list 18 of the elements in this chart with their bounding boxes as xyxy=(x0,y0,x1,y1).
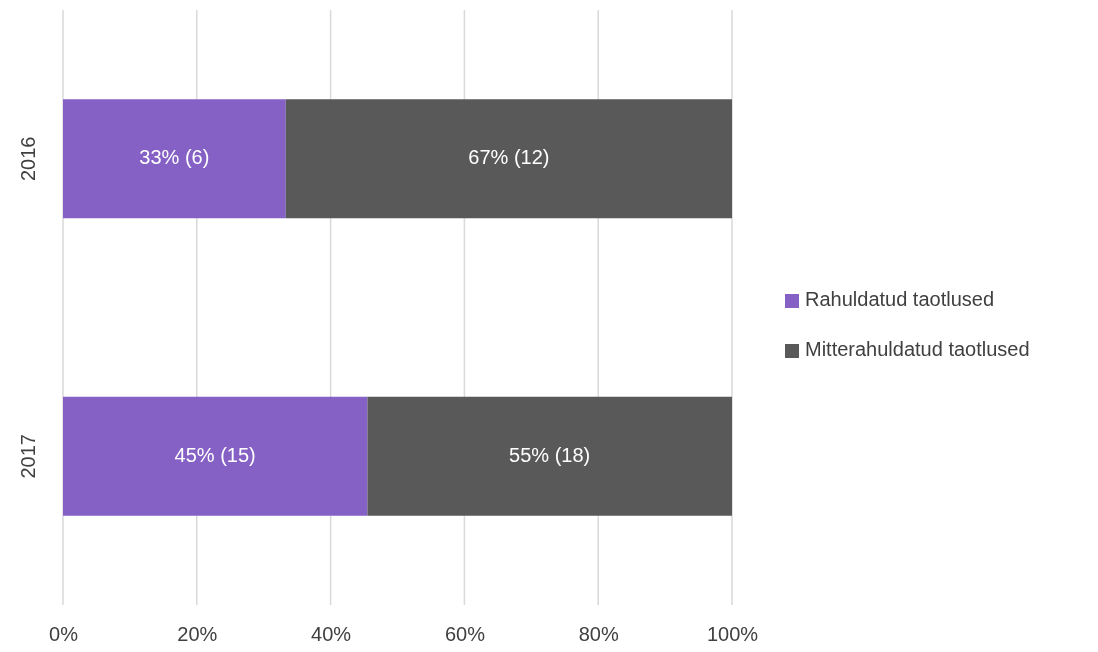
bar xyxy=(63,99,286,219)
data-label: 45% (15) xyxy=(174,443,256,466)
data-label: 55% (18) xyxy=(509,443,591,466)
bar xyxy=(63,396,368,516)
legend-label: Rahuldatud taotlused xyxy=(805,288,995,311)
bar xyxy=(367,396,732,516)
data-label: 67% (12) xyxy=(468,146,550,169)
x-tick-label: 40% xyxy=(311,623,352,646)
x-tick-label: 20% xyxy=(177,623,218,646)
data-label: 33% (6) xyxy=(139,146,210,169)
x-tick-label: 100% xyxy=(706,623,759,646)
y-tick-label: 2016 xyxy=(17,136,40,181)
x-tick-label: 80% xyxy=(578,623,619,646)
x-tick-label: 0% xyxy=(49,623,79,646)
x-tick-label: 60% xyxy=(444,623,486,646)
bar xyxy=(285,99,732,219)
legend-label: Mitterahuldatud taotlused xyxy=(805,338,1030,361)
y-tick-label: 2017 xyxy=(17,434,40,479)
